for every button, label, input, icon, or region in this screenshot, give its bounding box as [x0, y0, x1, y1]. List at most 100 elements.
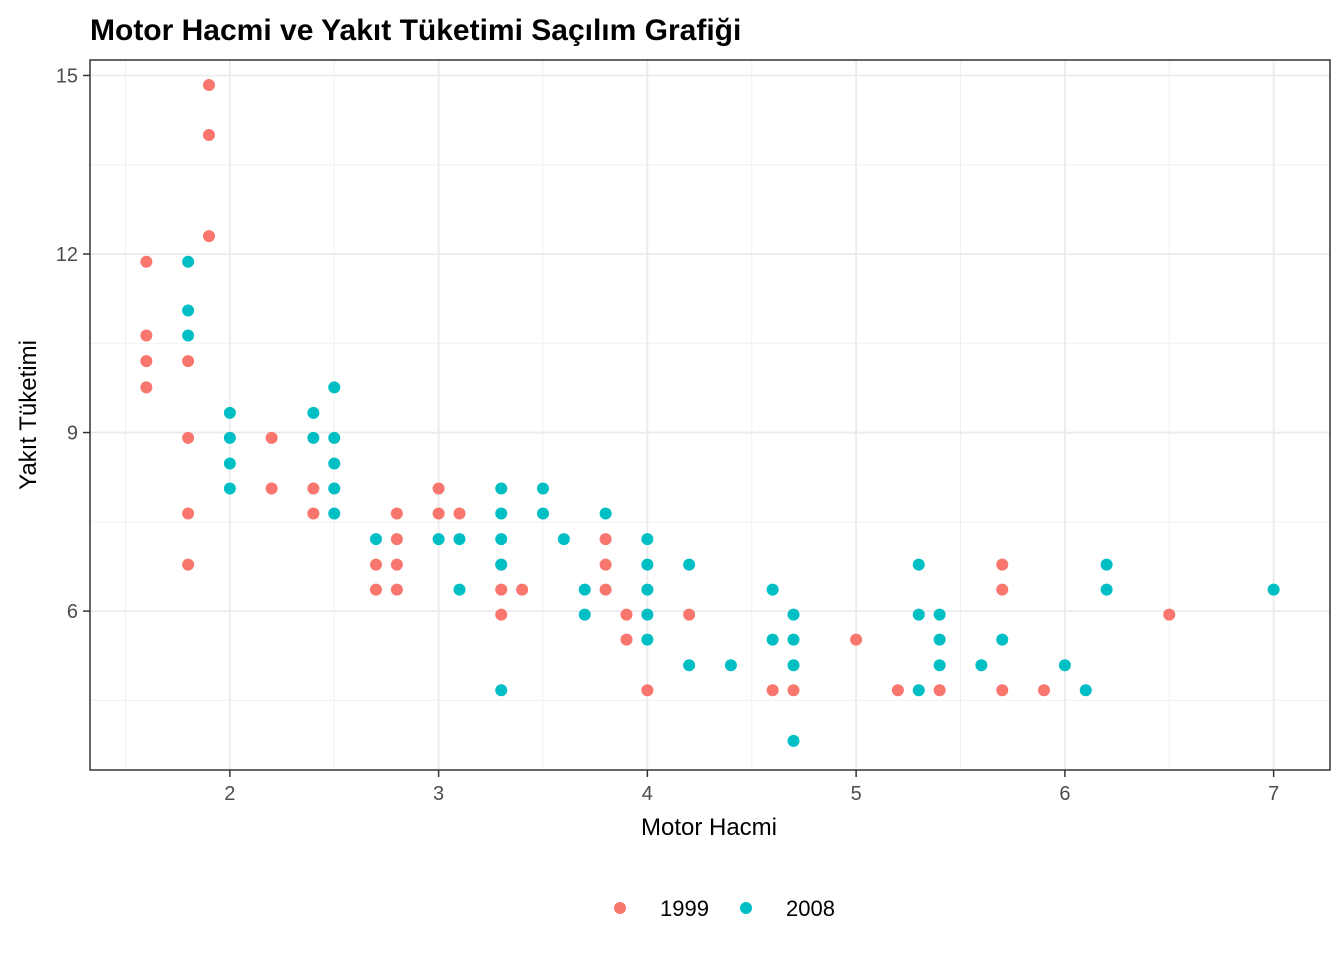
data-point-1999 — [390, 558, 403, 571]
x-tick-label: 4 — [642, 783, 653, 805]
data-point-2008 — [787, 608, 800, 621]
x-tick-label: 7 — [1268, 783, 1279, 805]
data-point-1999 — [1163, 608, 1176, 621]
data-point-1999 — [620, 608, 633, 621]
data-point-1999 — [599, 558, 612, 571]
data-point-2008 — [453, 533, 466, 546]
data-point-2008 — [495, 507, 508, 520]
data-point-2008 — [369, 533, 382, 546]
data-point-2008 — [307, 431, 320, 444]
data-point-2008 — [328, 482, 341, 495]
data-point-1999 — [766, 684, 779, 697]
legend-key-1999 — [614, 902, 626, 914]
data-point-1999 — [599, 533, 612, 546]
data-point-2008 — [536, 507, 549, 520]
data-point-1999 — [641, 684, 654, 697]
data-point-2008 — [182, 255, 195, 268]
data-point-2008 — [787, 633, 800, 646]
data-point-1999 — [182, 355, 195, 368]
data-point-2008 — [536, 482, 549, 495]
legend-key-2008 — [740, 902, 752, 914]
grid-major — [90, 60, 1330, 770]
data-point-1999 — [140, 255, 153, 268]
y-tick-label: 12 — [56, 244, 78, 266]
data-point-2008 — [578, 583, 591, 596]
data-point-2008 — [641, 608, 654, 621]
data-point-1999 — [140, 329, 153, 342]
data-point-1999 — [996, 583, 1009, 596]
data-point-1999 — [307, 507, 320, 520]
data-point-2008 — [495, 533, 508, 546]
data-point-1999 — [1038, 684, 1051, 697]
data-point-1999 — [390, 583, 403, 596]
legend-label-2008: 2008 — [786, 896, 835, 921]
data-point-1999 — [390, 533, 403, 546]
x-tick-label: 2 — [224, 783, 235, 805]
data-point-2008 — [912, 558, 925, 571]
data-point-2008 — [1100, 558, 1113, 571]
y-tick-label: 9 — [67, 423, 78, 445]
data-point-1999 — [140, 381, 153, 394]
data-point-2008 — [641, 583, 654, 596]
data-point-1999 — [850, 633, 863, 646]
data-point-2008 — [787, 734, 800, 747]
data-point-2008 — [933, 608, 946, 621]
data-point-2008 — [328, 457, 341, 470]
data-point-1999 — [599, 583, 612, 596]
x-tick-label: 6 — [1059, 783, 1070, 805]
data-point-1999 — [182, 507, 195, 520]
data-point-2008 — [1079, 684, 1092, 697]
data-point-2008 — [641, 633, 654, 646]
y-axis-label: Yakıt Tüketimi — [15, 340, 42, 490]
data-point-2008 — [912, 608, 925, 621]
y-tick-label: 15 — [56, 65, 78, 87]
data-points — [140, 78, 1280, 747]
y-tick-label: 6 — [67, 601, 78, 623]
plot-border — [89, 59, 1331, 771]
data-point-2008 — [1267, 583, 1280, 596]
data-point-1999 — [620, 633, 633, 646]
data-point-1999 — [495, 608, 508, 621]
grid-minor — [90, 60, 1330, 770]
data-point-2008 — [223, 482, 236, 495]
data-point-2008 — [1058, 659, 1071, 672]
data-point-2008 — [1100, 583, 1113, 596]
data-point-1999 — [265, 482, 278, 495]
data-point-2008 — [182, 329, 195, 342]
chart-title: Motor Hacmi ve Yakıt Tüketimi Saçılım Gr… — [90, 14, 741, 47]
data-point-2008 — [933, 659, 946, 672]
data-point-1999 — [202, 230, 215, 243]
data-point-2008 — [996, 633, 1009, 646]
data-point-2008 — [495, 684, 508, 697]
data-point-2008 — [599, 507, 612, 520]
data-point-2008 — [328, 507, 341, 520]
x-axis-label: Motor Hacmi — [641, 814, 777, 841]
data-point-2008 — [223, 406, 236, 419]
x-tick-label: 3 — [433, 783, 444, 805]
data-point-2008 — [724, 659, 737, 672]
data-point-2008 — [578, 608, 591, 621]
data-point-1999 — [432, 507, 445, 520]
data-point-1999 — [787, 684, 800, 697]
data-point-1999 — [140, 355, 153, 368]
data-point-2008 — [182, 304, 195, 317]
data-point-2008 — [975, 659, 988, 672]
data-point-2008 — [641, 533, 654, 546]
data-point-2008 — [495, 482, 508, 495]
data-point-2008 — [766, 583, 779, 596]
data-point-2008 — [933, 633, 946, 646]
data-point-1999 — [996, 684, 1009, 697]
data-point-1999 — [432, 482, 445, 495]
data-point-2008 — [683, 558, 696, 571]
data-point-2008 — [328, 431, 341, 444]
data-point-1999 — [182, 558, 195, 571]
data-point-2008 — [557, 533, 570, 546]
data-point-1999 — [202, 78, 215, 91]
plot-panel — [90, 60, 1330, 770]
data-point-2008 — [787, 659, 800, 672]
data-point-2008 — [683, 659, 696, 672]
data-point-2008 — [641, 558, 654, 571]
data-point-1999 — [202, 128, 215, 141]
data-point-2008 — [307, 406, 320, 419]
